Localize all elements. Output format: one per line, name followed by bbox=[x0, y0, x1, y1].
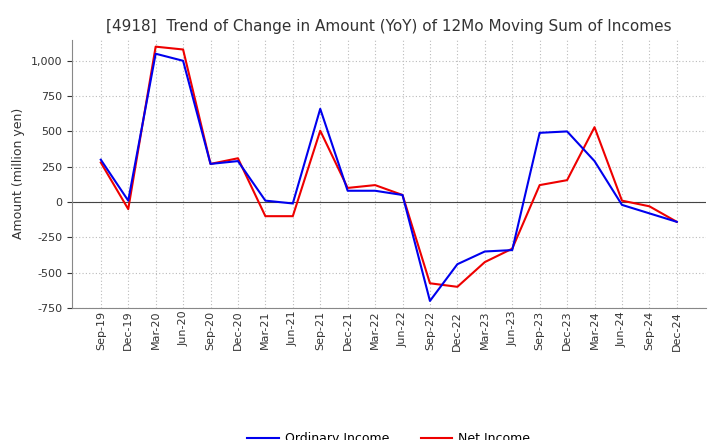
Net Income bbox=[261, 213, 270, 219]
Ordinary Income bbox=[206, 161, 215, 167]
Ordinary Income bbox=[645, 211, 654, 216]
Ordinary Income bbox=[480, 249, 489, 254]
Ordinary Income bbox=[371, 188, 379, 194]
Ordinary Income bbox=[508, 247, 516, 253]
Net Income bbox=[508, 246, 516, 251]
Net Income bbox=[426, 281, 434, 286]
Ordinary Income bbox=[590, 158, 599, 164]
Title: [4918]  Trend of Change in Amount (YoY) of 12Mo Moving Sum of Incomes: [4918] Trend of Change in Amount (YoY) o… bbox=[106, 19, 672, 34]
Ordinary Income bbox=[398, 192, 407, 198]
Ordinary Income bbox=[343, 188, 352, 194]
Net Income bbox=[124, 206, 132, 212]
Ordinary Income bbox=[563, 129, 572, 134]
Ordinary Income bbox=[672, 219, 681, 224]
Net Income bbox=[343, 185, 352, 191]
Ordinary Income bbox=[124, 198, 132, 203]
Net Income bbox=[590, 125, 599, 130]
Ordinary Income bbox=[179, 58, 187, 63]
Net Income bbox=[480, 260, 489, 265]
Line: Net Income: Net Income bbox=[101, 47, 677, 287]
Net Income bbox=[618, 198, 626, 203]
Ordinary Income bbox=[261, 198, 270, 203]
Ordinary Income bbox=[233, 158, 242, 164]
Legend: Ordinary Income, Net Income: Ordinary Income, Net Income bbox=[243, 427, 535, 440]
Ordinary Income bbox=[316, 106, 325, 111]
Line: Ordinary Income: Ordinary Income bbox=[101, 54, 677, 301]
Net Income bbox=[453, 284, 462, 290]
Ordinary Income bbox=[453, 261, 462, 267]
Net Income bbox=[398, 192, 407, 198]
Net Income bbox=[289, 213, 297, 219]
Net Income bbox=[672, 219, 681, 224]
Net Income bbox=[206, 161, 215, 167]
Ordinary Income bbox=[151, 51, 160, 56]
Net Income bbox=[316, 128, 325, 133]
Net Income bbox=[645, 204, 654, 209]
Net Income bbox=[536, 183, 544, 188]
Net Income bbox=[233, 156, 242, 161]
Net Income bbox=[151, 44, 160, 49]
Ordinary Income bbox=[618, 202, 626, 208]
Net Income bbox=[371, 183, 379, 188]
Y-axis label: Amount (million yen): Amount (million yen) bbox=[12, 108, 25, 239]
Net Income bbox=[563, 177, 572, 183]
Net Income bbox=[179, 47, 187, 52]
Ordinary Income bbox=[536, 130, 544, 136]
Ordinary Income bbox=[289, 201, 297, 206]
Net Income bbox=[96, 160, 105, 165]
Ordinary Income bbox=[96, 157, 105, 162]
Ordinary Income bbox=[426, 298, 434, 304]
